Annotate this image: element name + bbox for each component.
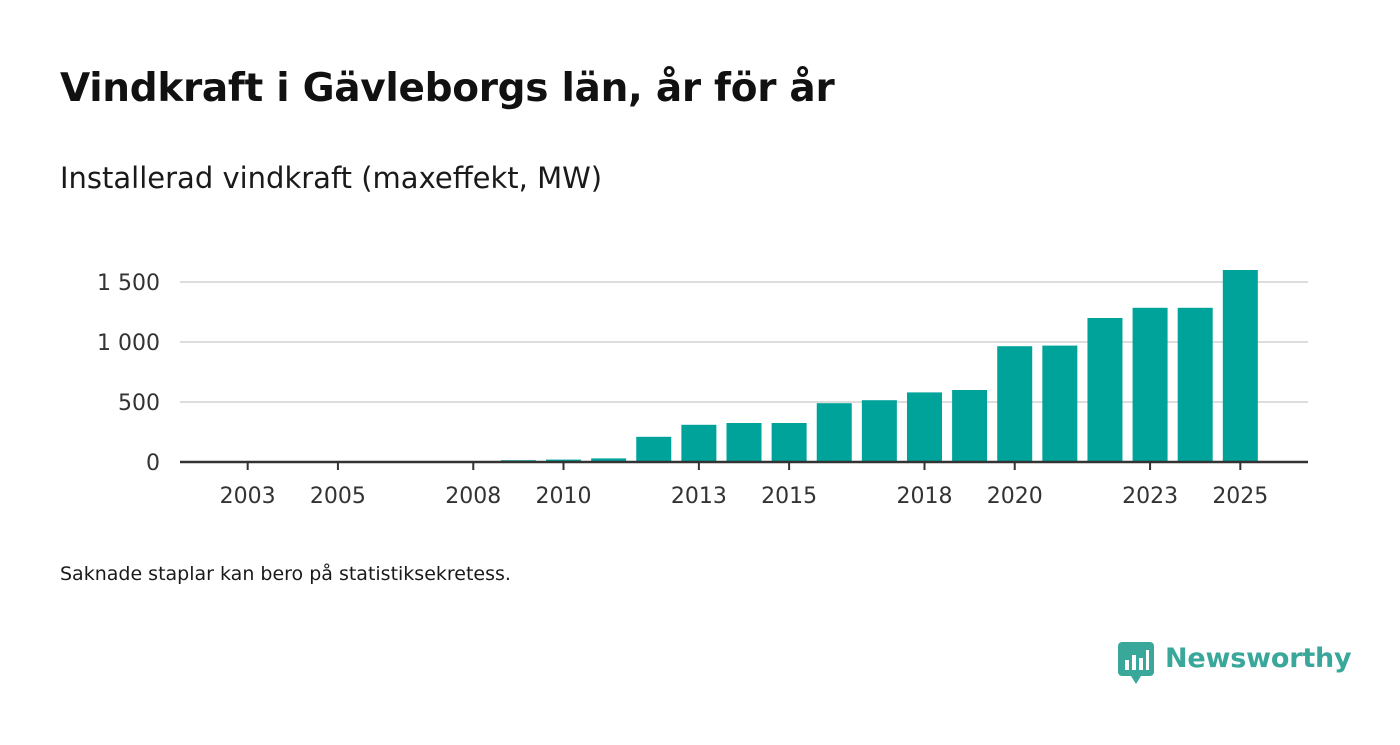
y-tick-label: 0 <box>146 451 160 476</box>
chart-subtitle: Installerad vindkraft (maxeffekt, MW) <box>60 161 603 195</box>
x-tick-label: 2005 <box>310 484 366 509</box>
bar-2025 <box>1222 270 1258 462</box>
bar-2020 <box>997 346 1033 462</box>
y-tick-label: 500 <box>118 391 160 416</box>
x-axis-labels: 2003 2005 2008 2010 2013 2015 2018 2020 2023 2025 <box>220 484 1269 509</box>
x-tick-label: 2008 <box>445 484 501 509</box>
x-tick-label: 2010 <box>536 484 592 509</box>
x-tick-label: 2003 <box>220 484 276 509</box>
bar-2018 <box>906 392 942 462</box>
bar-2012 <box>636 436 672 462</box>
bar-2022 <box>1087 318 1123 462</box>
x-tick-label: 2013 <box>671 484 727 509</box>
bar-2021 <box>1042 345 1078 462</box>
bar-2017 <box>861 400 897 462</box>
x-tick-label: 2020 <box>987 484 1043 509</box>
bar-2019 <box>952 390 988 462</box>
x-tick-label: 2018 <box>896 484 952 509</box>
x-tick-label: 2025 <box>1212 484 1268 509</box>
logo-text: Newsworthy <box>1165 643 1352 674</box>
x-axis <box>180 460 1308 470</box>
bar-2014 <box>726 423 762 462</box>
y-tick-label: 1 000 <box>97 331 160 356</box>
x-tick-label: 2015 <box>761 484 817 509</box>
y-axis-labels: 0 500 1 000 1 500 <box>97 271 160 476</box>
newsworthy-logo: Newsworthy <box>1118 642 1352 686</box>
y-tick-label: 1 500 <box>97 271 160 296</box>
bar-2016 <box>816 403 852 462</box>
bar-2024 <box>1177 307 1213 462</box>
newsworthy-logo-icon <box>1118 642 1154 684</box>
x-tick-label: 2023 <box>1122 484 1178 509</box>
bars <box>500 270 1258 462</box>
footnote: Saknade staplar kan bero på statistiksek… <box>60 563 511 585</box>
bar-2013 <box>681 424 717 462</box>
bar-2015 <box>771 423 807 462</box>
chart-title: Vindkraft i Gävleborgs län, år för år <box>60 66 835 111</box>
bar-2023 <box>1132 307 1168 462</box>
bar-2011 <box>591 458 627 462</box>
